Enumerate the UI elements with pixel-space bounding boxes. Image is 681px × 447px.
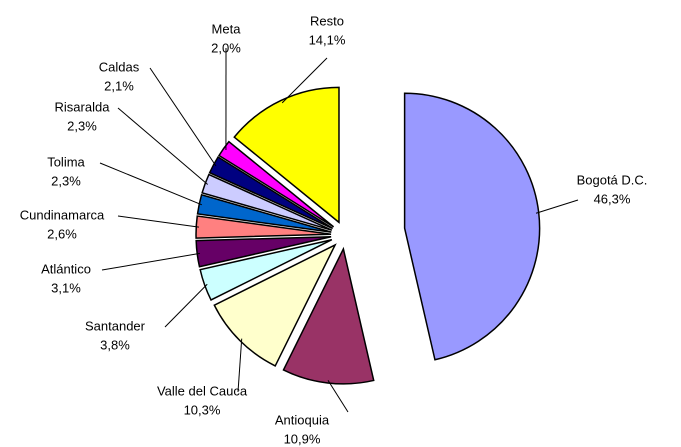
slice-label: Risaralda bbox=[55, 99, 111, 114]
slice-value-label: 46,3% bbox=[594, 191, 631, 206]
pie-slice bbox=[233, 86, 340, 224]
pie-slice bbox=[217, 140, 335, 228]
slice-label: Caldas bbox=[99, 59, 140, 74]
pie-slice bbox=[403, 92, 541, 361]
slice-value-label: 10,9% bbox=[284, 431, 321, 446]
slice-value-label: 2,1% bbox=[104, 78, 134, 93]
slice-label: Atlántico bbox=[41, 261, 91, 276]
slice-value-label: 2,3% bbox=[67, 118, 97, 133]
leader-line bbox=[117, 215, 199, 228]
slice-label: Meta bbox=[212, 21, 242, 36]
slice-label: Resto bbox=[310, 13, 344, 28]
leader-line bbox=[535, 199, 579, 214]
slice-label: Bogotá D.C. bbox=[577, 172, 648, 187]
pie-slice bbox=[208, 155, 334, 230]
slice-value-label: 2,0% bbox=[211, 40, 241, 55]
slice-label: Santander bbox=[85, 318, 146, 333]
slice-value-label: 14,1% bbox=[309, 32, 346, 47]
leader-line bbox=[164, 283, 208, 328]
slice-value-label: 3,8% bbox=[100, 337, 130, 352]
slice-label: Antioquia bbox=[275, 412, 330, 427]
slice-label: Valle del Cauca bbox=[157, 383, 248, 398]
pie-slice bbox=[201, 173, 333, 231]
slice-value-label: 3,1% bbox=[51, 280, 81, 295]
pie-slice bbox=[199, 238, 333, 301]
leader-line bbox=[99, 162, 203, 206]
slice-label: Tolima bbox=[47, 154, 85, 169]
slice-value-label: 2,3% bbox=[51, 173, 81, 188]
pie-slice bbox=[282, 246, 375, 385]
leader-line bbox=[101, 252, 200, 271]
slice-label: Cundinamarca bbox=[20, 207, 105, 222]
leader-line bbox=[117, 107, 209, 185]
pie-slice bbox=[213, 243, 337, 367]
leader-line bbox=[149, 67, 217, 167]
leader-line bbox=[281, 57, 328, 104]
leader-line bbox=[327, 380, 349, 413]
slice-value-label: 2,6% bbox=[47, 226, 77, 241]
slice-value-label: 10,3% bbox=[184, 402, 221, 417]
leader-line bbox=[237, 338, 243, 393]
